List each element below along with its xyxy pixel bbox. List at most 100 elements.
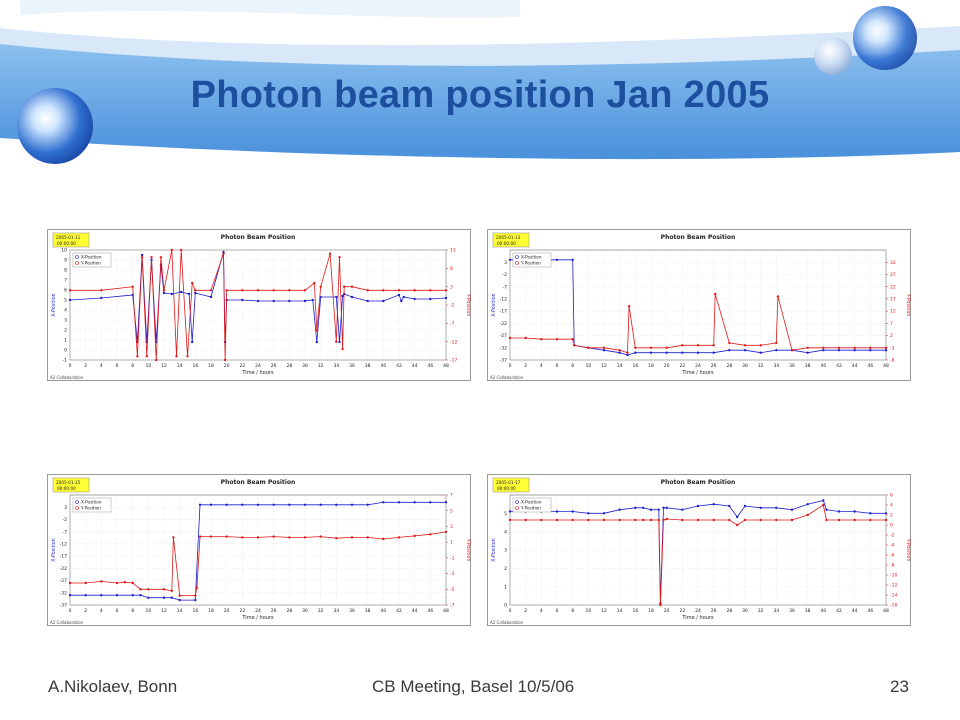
data-point xyxy=(397,501,401,504)
date-box xyxy=(492,477,530,493)
legend-marker xyxy=(515,506,519,510)
data-point xyxy=(662,518,665,522)
data-point xyxy=(665,517,668,521)
data-point xyxy=(681,508,684,511)
chart-title: Photon Beam Position xyxy=(221,479,296,486)
data-point xyxy=(382,537,385,541)
data-point xyxy=(429,533,432,536)
x-tick-label: 32 xyxy=(758,608,764,614)
y-tick-label-right: -5 xyxy=(450,587,455,593)
data-point xyxy=(884,512,888,515)
x-tick-label: 12 xyxy=(601,608,607,614)
x-axis-label: Time / hours xyxy=(681,615,714,621)
legend-label: Y-Position xyxy=(80,261,101,266)
data-point xyxy=(223,358,227,362)
x-tick-label: 26 xyxy=(271,363,277,369)
y-tick-label-right: 1 xyxy=(450,540,453,546)
data-point xyxy=(178,594,181,597)
data-point xyxy=(397,536,401,539)
x-tick-label: 4 xyxy=(100,608,103,614)
data-point xyxy=(382,299,385,303)
y-tick-label-left: -37 xyxy=(60,603,67,609)
data-point xyxy=(256,289,260,292)
data-point xyxy=(657,508,660,511)
x-tick-label: 6 xyxy=(556,608,559,614)
y-tick-label-left: 0 xyxy=(504,603,507,609)
y-tick-label-left: -17 xyxy=(60,554,67,560)
data-point xyxy=(837,510,841,513)
y-tick-label-right: 32 xyxy=(890,260,896,266)
y-tick-label-left: -12 xyxy=(500,296,507,302)
data-point xyxy=(665,506,668,509)
y-tick-label-right: -12 xyxy=(450,339,457,345)
data-point xyxy=(191,340,194,344)
data-point xyxy=(241,289,244,292)
y-tick-label-left: 8 xyxy=(64,268,67,274)
x-tick-label: 4 xyxy=(540,363,543,369)
x-tick-label: 44 xyxy=(412,363,418,369)
date-box xyxy=(52,232,90,248)
x-tick-label: 40 xyxy=(380,608,386,614)
x-tick-label: 10 xyxy=(585,363,591,369)
data-point xyxy=(728,504,731,508)
data-point xyxy=(618,349,621,352)
data-point xyxy=(712,518,715,522)
x-tick-label: 30 xyxy=(742,608,748,614)
y-axis-label-right: Y-Position xyxy=(465,538,471,562)
y-tick-label-left: -27 xyxy=(60,578,67,584)
data-point xyxy=(602,349,606,352)
data-point xyxy=(659,603,662,607)
data-point xyxy=(366,503,369,506)
data-point xyxy=(256,503,260,506)
y-tick-label-right: -8 xyxy=(890,563,895,569)
data-point xyxy=(429,501,432,504)
x-tick-label: 18 xyxy=(208,363,214,369)
x-tick-label: 0 xyxy=(69,608,72,614)
data-point xyxy=(649,518,653,522)
legend-marker xyxy=(75,261,79,265)
data-point xyxy=(68,289,72,292)
data-point xyxy=(145,355,148,358)
data-point xyxy=(626,353,629,357)
y-tick-label-left: 3 xyxy=(504,260,507,266)
legend-label: X-Position xyxy=(81,255,102,260)
data-point xyxy=(115,581,119,585)
data-point xyxy=(172,536,175,539)
data-point xyxy=(100,594,103,597)
x-axis-label: Time / hours xyxy=(681,370,714,376)
x-tick-label: 2 xyxy=(524,608,527,614)
x-tick-label: 32 xyxy=(318,608,324,614)
x-tick-label: 16 xyxy=(192,608,198,614)
x-tick-label: 20 xyxy=(224,363,230,369)
page-number: 23 xyxy=(890,677,909,696)
data-point xyxy=(573,344,576,347)
data-point xyxy=(335,340,338,343)
data-point xyxy=(587,518,590,522)
x-tick-label: 48 xyxy=(443,363,449,369)
y-axis-label-left: X-Position xyxy=(51,293,57,316)
chart-title: Photon Beam Position xyxy=(661,234,736,241)
data-point xyxy=(209,295,213,299)
x-tick-label: 24 xyxy=(255,363,261,369)
data-point xyxy=(397,289,401,292)
data-point xyxy=(288,289,291,292)
data-point xyxy=(524,336,527,340)
decorative-bubble-large xyxy=(17,88,93,164)
data-point xyxy=(313,281,316,285)
y-tick-label-left: -12 xyxy=(60,541,67,547)
data-point xyxy=(759,506,762,509)
x-tick-label: 28 xyxy=(286,363,292,369)
data-point xyxy=(382,501,385,504)
x-tick-label: 2 xyxy=(84,608,87,614)
x-tick-label: 44 xyxy=(412,608,418,614)
data-point xyxy=(665,351,668,354)
data-point xyxy=(776,295,780,298)
y-tick-label-right: 2 xyxy=(890,513,893,519)
data-point xyxy=(140,253,144,257)
data-point xyxy=(696,351,700,354)
x-tick-label: 18 xyxy=(208,608,214,614)
data-point xyxy=(634,506,637,509)
data-point xyxy=(139,594,142,597)
data-point xyxy=(338,256,341,259)
